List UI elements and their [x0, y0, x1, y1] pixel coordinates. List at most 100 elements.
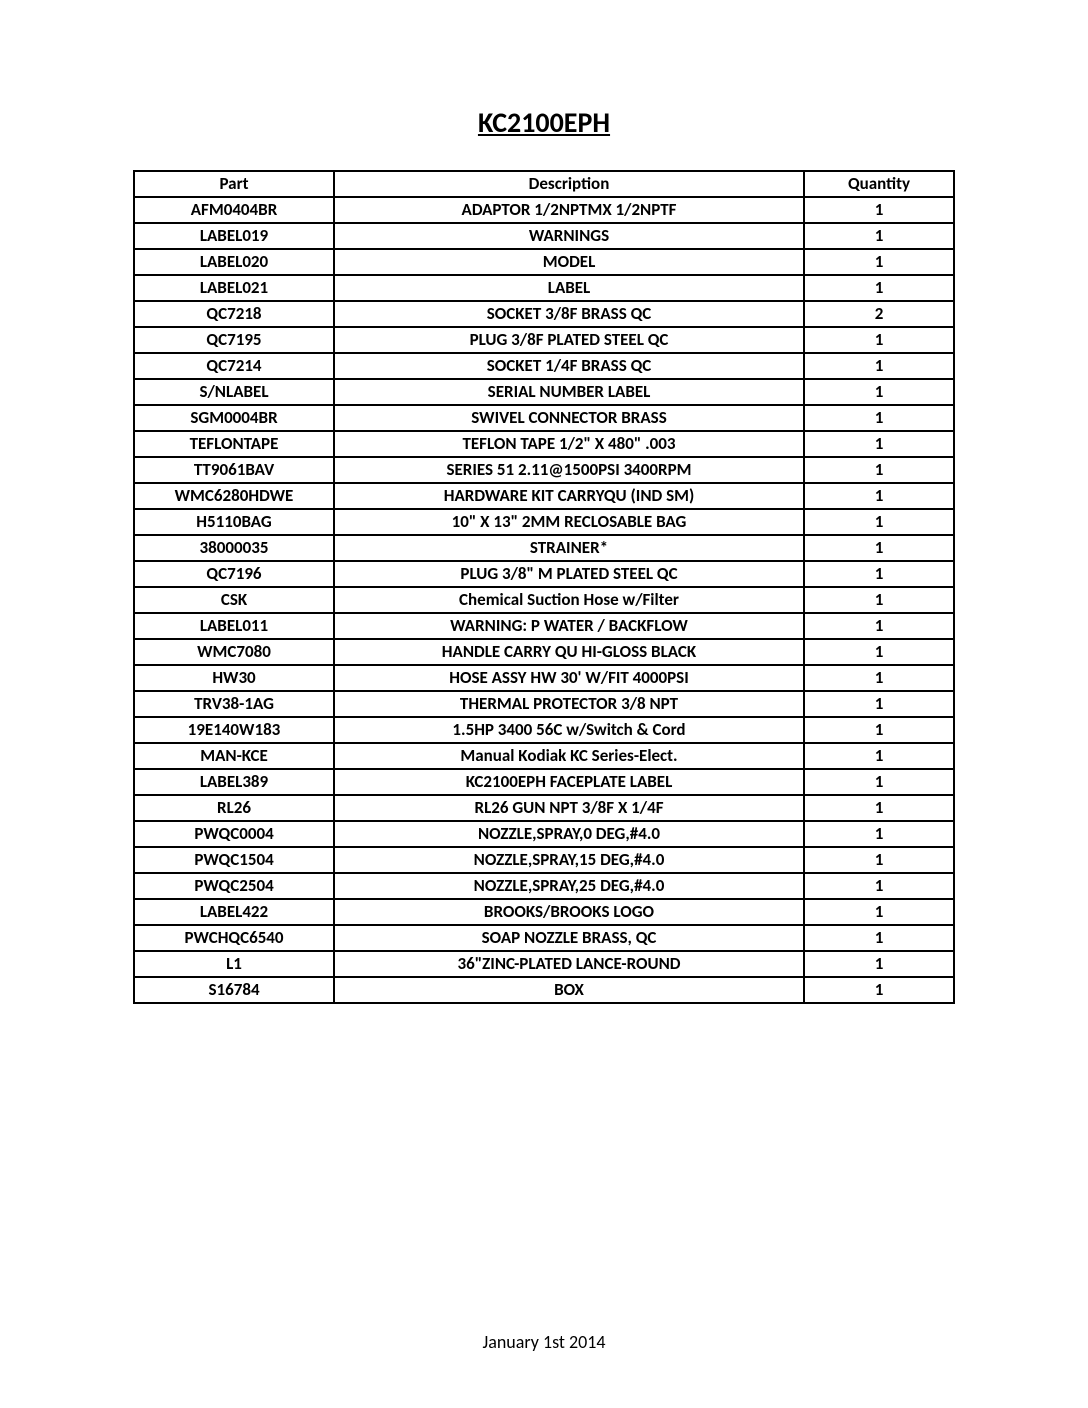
cell-part: LABEL020	[134, 249, 334, 275]
footer-date: January 1st 2014	[0, 1331, 1088, 1353]
table-row: LABEL389KC2100EPH FACEPLATE LABEL1	[134, 769, 954, 795]
cell-description: THERMAL PROTECTOR 3/8 NPT	[334, 691, 804, 717]
cell-description: LABEL	[334, 275, 804, 301]
cell-part: TEFLONTAPE	[134, 431, 334, 457]
cell-description: 1.5HP 3400 56C w/Switch & Cord	[334, 717, 804, 743]
cell-description: 10" X 13" 2MM RECLOSABLE BAG	[334, 509, 804, 535]
cell-description: SOAP NOZZLE BRASS, QC	[334, 925, 804, 951]
cell-part: H5110BAG	[134, 509, 334, 535]
cell-part: LABEL422	[134, 899, 334, 925]
cell-description: Chemical Suction Hose w/Filter	[334, 587, 804, 613]
cell-part: PWQC2504	[134, 873, 334, 899]
cell-part: HW30	[134, 665, 334, 691]
table-row: 19E140W1831.5HP 3400 56C w/Switch & Cord…	[134, 717, 954, 743]
table-row: TT9061BAVSERIES 51 2.11@1500PSI 3400RPM1	[134, 457, 954, 483]
cell-quantity: 1	[804, 431, 954, 457]
table-row: PWQC2504NOZZLE,SPRAY,25 DEG,#4.01	[134, 873, 954, 899]
cell-description: BOX	[334, 977, 804, 1003]
table-row: AFM0404BRADAPTOR 1/2NPTMX 1/2NPTF1	[134, 197, 954, 223]
table-row: WMC6280HDWEHARDWARE KIT CARRYQU (IND SM)…	[134, 483, 954, 509]
cell-part: LABEL389	[134, 769, 334, 795]
table-row: LABEL011WARNING: P WATER / BACKFLOW1	[134, 613, 954, 639]
document-page: KC2100EPH Part Description Quantity AFM0…	[0, 0, 1088, 1408]
cell-description: NOZZLE,SPRAY,15 DEG,#4.0	[334, 847, 804, 873]
table-body: AFM0404BRADAPTOR 1/2NPTMX 1/2NPTF1LABEL0…	[134, 197, 954, 1003]
col-header-description: Description	[334, 171, 804, 197]
cell-quantity: 1	[804, 847, 954, 873]
cell-part: QC7195	[134, 327, 334, 353]
cell-quantity: 1	[804, 795, 954, 821]
table-row: 38000035STRAINER*1	[134, 535, 954, 561]
cell-part: TRV38-1AG	[134, 691, 334, 717]
cell-quantity: 1	[804, 613, 954, 639]
cell-quantity: 1	[804, 769, 954, 795]
cell-description: SERIES 51 2.11@1500PSI 3400RPM	[334, 457, 804, 483]
cell-quantity: 1	[804, 509, 954, 535]
table-row: PWQC0004NOZZLE,SPRAY,0 DEG,#4.01	[134, 821, 954, 847]
parts-table: Part Description Quantity AFM0404BRADAPT…	[133, 170, 955, 1004]
cell-part: 38000035	[134, 535, 334, 561]
table-row: QC7196PLUG 3/8" M PLATED STEEL QC1	[134, 561, 954, 587]
cell-description: PLUG 3/8F PLATED STEEL QC	[334, 327, 804, 353]
cell-quantity: 1	[804, 353, 954, 379]
cell-part: LABEL019	[134, 223, 334, 249]
table-row: LABEL019WARNINGS1	[134, 223, 954, 249]
cell-description: ADAPTOR 1/2NPTMX 1/2NPTF	[334, 197, 804, 223]
cell-part: RL26	[134, 795, 334, 821]
cell-description: NOZZLE,SPRAY,0 DEG,#4.0	[334, 821, 804, 847]
cell-description: KC2100EPH FACEPLATE LABEL	[334, 769, 804, 795]
table-row: LABEL422BROOKS/BROOKS LOGO1	[134, 899, 954, 925]
cell-quantity: 1	[804, 327, 954, 353]
cell-quantity: 1	[804, 197, 954, 223]
page-title: KC2100EPH	[0, 105, 1088, 140]
cell-part: 19E140W183	[134, 717, 334, 743]
cell-quantity: 1	[804, 665, 954, 691]
cell-quantity: 1	[804, 951, 954, 977]
cell-part: CSK	[134, 587, 334, 613]
table-row: TEFLONTAPETEFLON TAPE 1/2" X 480" .0031	[134, 431, 954, 457]
cell-description: HARDWARE KIT CARRYQU (IND SM)	[334, 483, 804, 509]
table-row: QC7214SOCKET 1/4F BRASS QC1	[134, 353, 954, 379]
col-header-quantity: Quantity	[804, 171, 954, 197]
cell-part: QC7196	[134, 561, 334, 587]
table-row: L136"ZINC-PLATED LANCE-ROUND1	[134, 951, 954, 977]
cell-description: PLUG 3/8" M PLATED STEEL QC	[334, 561, 804, 587]
cell-part: L1	[134, 951, 334, 977]
cell-quantity: 1	[804, 977, 954, 1003]
cell-part: PWCHQC6540	[134, 925, 334, 951]
cell-quantity: 1	[804, 691, 954, 717]
cell-description: STRAINER*	[334, 535, 804, 561]
cell-quantity: 2	[804, 301, 954, 327]
cell-quantity: 1	[804, 821, 954, 847]
table-row: S/NLABELSERIAL NUMBER LABEL1	[134, 379, 954, 405]
table-row: LABEL020MODEL1	[134, 249, 954, 275]
cell-description: MODEL	[334, 249, 804, 275]
table-header: Part Description Quantity	[134, 171, 954, 197]
cell-quantity: 1	[804, 743, 954, 769]
cell-quantity: 1	[804, 405, 954, 431]
cell-quantity: 1	[804, 483, 954, 509]
cell-part: SGM0004BR	[134, 405, 334, 431]
table-row: QC7195PLUG 3/8F PLATED STEEL QC1	[134, 327, 954, 353]
cell-description: Manual Kodiak KC Series-Elect.	[334, 743, 804, 769]
cell-quantity: 1	[804, 535, 954, 561]
cell-part: QC7214	[134, 353, 334, 379]
cell-description: SOCKET 1/4F BRASS QC	[334, 353, 804, 379]
cell-description: TEFLON TAPE 1/2" X 480" .003	[334, 431, 804, 457]
cell-quantity: 1	[804, 561, 954, 587]
cell-part: S/NLABEL	[134, 379, 334, 405]
cell-quantity: 1	[804, 639, 954, 665]
cell-part: AFM0404BR	[134, 197, 334, 223]
cell-quantity: 1	[804, 379, 954, 405]
cell-description: WARNINGS	[334, 223, 804, 249]
table-row: H5110BAG10" X 13" 2MM RECLOSABLE BAG1	[134, 509, 954, 535]
cell-part: WMC6280HDWE	[134, 483, 334, 509]
table-row: S16784BOX1	[134, 977, 954, 1003]
table-row: SGM0004BRSWIVEL CONNECTOR BRASS1	[134, 405, 954, 431]
cell-description: SOCKET 3/8F BRASS QC	[334, 301, 804, 327]
table-row: QC7218SOCKET 3/8F BRASS QC2	[134, 301, 954, 327]
cell-quantity: 1	[804, 717, 954, 743]
cell-quantity: 1	[804, 873, 954, 899]
cell-part: WMC7080	[134, 639, 334, 665]
table-row: HW30HOSE ASSY HW 30' W/FIT 4000PSI1	[134, 665, 954, 691]
